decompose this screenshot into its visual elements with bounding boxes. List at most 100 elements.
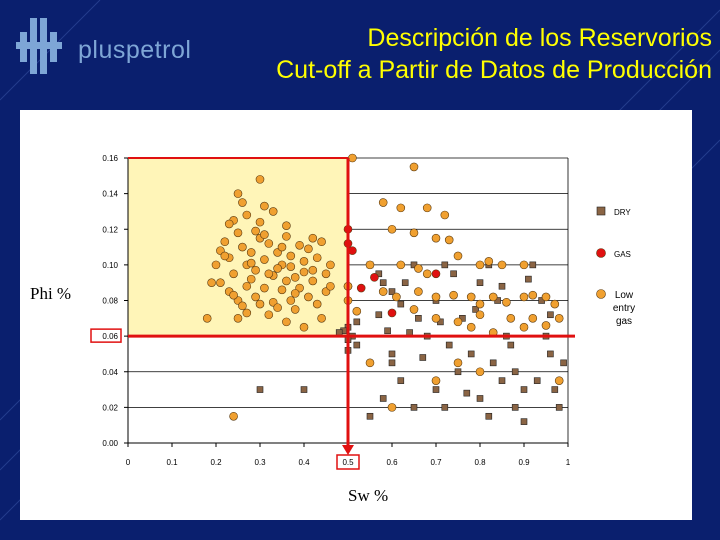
data-point-low-entry-gas [414,287,423,296]
data-point-dry [547,350,554,358]
data-point-dry [507,341,515,349]
data-point-low-entry-gas [352,306,362,316]
data-point-low-entry-gas [409,162,419,172]
data-point-low-entry-gas [251,265,260,275]
data-point-low-entry-gas [242,210,252,220]
data-point-dry [397,377,405,384]
data-point-low-entry-gas [528,314,538,323]
data-point-dry [520,386,528,393]
data-point-low-entry-gas [484,257,494,266]
data-point-low-entry-gas [475,299,485,309]
data-point-low-entry-gas [242,281,252,291]
legend-marker-gas [596,248,606,258]
data-point-dry [401,279,409,286]
y-tick-label: 0.14 [102,190,118,199]
legend-label-dry: DRY [614,208,631,217]
title-line-2: Cut-off a Partir de Datos de Producción [276,56,712,84]
page-title: Descripción de los Reservorios Cut-off a… [276,22,712,86]
y-tick-label: 0.06 [102,332,118,341]
data-point-gas [356,283,366,293]
data-point-low-entry-gas [554,314,564,323]
data-point-dry [256,386,264,393]
data-point-low-entry-gas [260,255,269,264]
data-point-low-entry-gas [299,267,309,277]
data-point-dry [388,288,396,295]
data-point-low-entry-gas [282,232,291,241]
title-line-1: Descripción de los Reservorios [367,24,712,52]
data-point-low-entry-gas [453,251,463,261]
data-point-dry [467,350,475,358]
data-point-low-entry-gas [312,253,322,263]
y-tick-label: 0.02 [102,403,118,412]
data-point-low-entry-gas [260,230,269,239]
data-point-low-entry-gas [229,290,238,300]
data-point-low-entry-gas [246,274,256,284]
data-point-dry [555,404,563,411]
y-tick-label: 0.12 [102,225,118,234]
data-point-low-entry-gas [304,244,313,254]
y-tick-label: 0.00 [102,439,118,448]
data-point-low-entry-gas [528,290,538,300]
data-point-low-entry-gas [466,322,476,332]
data-point-low-entry-gas [431,314,441,323]
data-point-low-entry-gas [299,322,309,332]
data-point-low-entry-gas [475,367,485,377]
legend-label-low-entry-gas: entry [613,303,635,314]
data-point-low-entry-gas [348,153,357,163]
data-point-low-entry-gas [233,314,243,323]
data-point-gas [348,246,357,255]
data-point-low-entry-gas [422,269,432,279]
data-point-dry [388,350,396,358]
x-tick-label: 0.6 [386,458,398,467]
data-point-low-entry-gas [308,276,318,286]
data-point-low-entry-gas [238,198,247,207]
data-point-low-entry-gas [326,260,335,270]
data-point-low-entry-gas [440,210,450,220]
data-point-low-entry-gas [286,262,296,271]
x-tick-label: 0.1 [166,458,178,467]
data-point-low-entry-gas [317,314,326,323]
data-point-dry [419,354,427,361]
x-tick-label: 0.5 [342,458,354,467]
data-point-low-entry-gas [233,228,243,238]
data-point-low-entry-gas [264,310,274,320]
data-point-low-entry-gas [260,283,269,293]
data-point-dry [415,315,422,322]
cutoff-region [128,158,348,337]
x-tick-label: 0.2 [210,458,222,467]
data-point-low-entry-gas [238,242,247,252]
data-point-low-entry-gas [308,233,318,243]
logo-mark-icon [16,18,62,74]
data-point-dry [476,279,484,286]
data-point-dry [432,386,440,393]
data-point-low-entry-gas [268,207,278,216]
data-point-low-entry-gas [282,276,291,286]
data-point-low-entry-gas [365,260,375,270]
x-tick-label: 0.7 [430,458,442,467]
data-point-low-entry-gas [229,269,238,279]
data-point-low-entry-gas [202,314,212,323]
legend-label-gas: GAS [614,250,631,259]
data-point-low-entry-gas [519,322,529,332]
data-point-dry [511,368,519,376]
data-point-low-entry-gas [242,308,252,318]
data-point-low-entry-gas [290,305,300,314]
legend-label-low-entry-gas: gas [616,316,632,327]
data-point-low-entry-gas [246,258,256,268]
data-point-dry [445,341,453,349]
data-point-dry [410,404,418,411]
data-point-low-entry-gas [255,175,265,184]
data-point-dry [476,395,484,402]
data-point-low-entry-gas [255,217,265,227]
data-point-dry [388,359,396,367]
data-point-dry [379,395,387,402]
data-point-low-entry-gas [286,251,296,261]
data-point-low-entry-gas [260,201,269,211]
data-point-low-entry-gas [207,278,216,287]
data-point-dry [353,341,361,349]
data-point-gas [431,269,441,279]
data-point-low-entry-gas [211,260,221,270]
x-tick-label: 0.4 [298,458,310,467]
data-point-dry [489,359,497,367]
data-point-dry [485,412,493,420]
